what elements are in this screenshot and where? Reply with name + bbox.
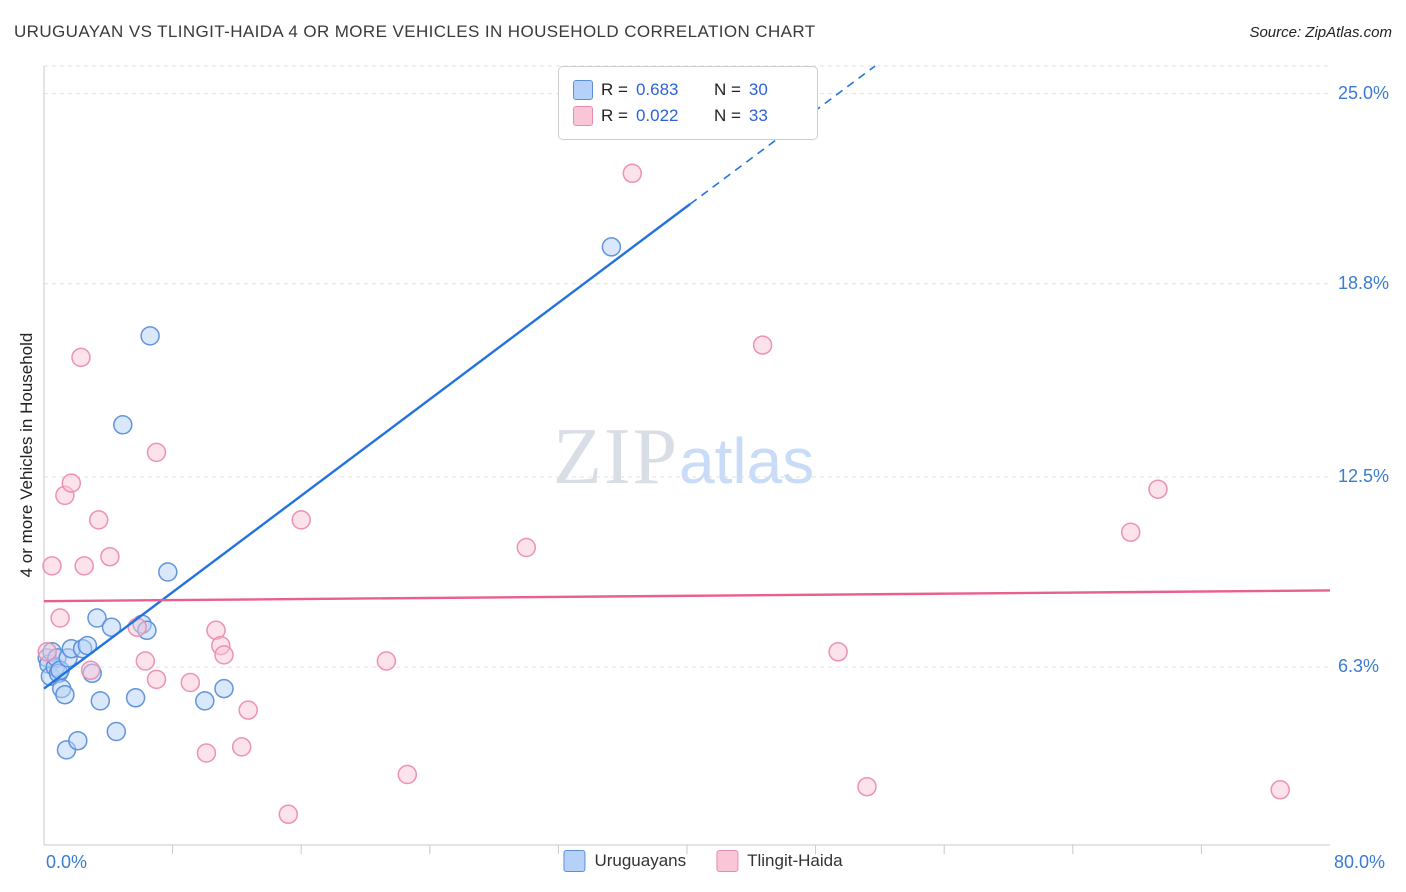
scatter-point-tlingit-haida bbox=[50, 608, 70, 628]
scatter-point-tlingit-haida bbox=[622, 163, 643, 184]
scatter-point-uruguayans bbox=[68, 730, 88, 751]
scatter-point-tlingit-haida bbox=[180, 672, 201, 693]
scatter-point-tlingit-haida bbox=[214, 645, 234, 665]
trend-line-uruguayans bbox=[43, 203, 691, 690]
scatter-point-uruguayans bbox=[113, 415, 133, 435]
legend-row-uruguayans: R = 0.683 N = 30 bbox=[573, 77, 803, 103]
scatter-point-tlingit-haida bbox=[135, 651, 156, 671]
y-tick-label: 25.0% bbox=[1338, 82, 1390, 103]
r-value: 0.022 bbox=[635, 106, 679, 125]
scatter-point-uruguayans bbox=[195, 691, 215, 711]
scatter-point-tlingit-haida bbox=[100, 546, 120, 567]
legend-item-label: Tlingit-Haida bbox=[747, 851, 843, 870]
scatter-point-tlingit-haida bbox=[231, 737, 252, 757]
scatter-point-tlingit-haida bbox=[238, 700, 258, 720]
n-label: N = bbox=[713, 80, 741, 99]
scatter-point-tlingit-haida bbox=[146, 442, 167, 463]
scatter-point-tlingit-haida bbox=[1270, 780, 1290, 800]
correlation-legend-box: R = 0.683 N = 30 R = 0.022 N = 33 bbox=[558, 66, 818, 140]
series-legend: Uruguayans Tlingit-Haida bbox=[563, 850, 843, 872]
scatter-point-uruguayans bbox=[106, 721, 127, 742]
scatter-point-tlingit-haida bbox=[146, 669, 167, 690]
scatter-point-tlingit-haida bbox=[71, 347, 91, 368]
n-label: N = bbox=[713, 106, 741, 125]
x-axis-min-label: 0.0% bbox=[46, 852, 88, 872]
scatter-point-uruguayans bbox=[601, 237, 622, 257]
page-title: URUGUAYAN VS TLINGIT-HAIDA 4 OR MORE VEH… bbox=[14, 22, 816, 41]
y-tick-label: 6.3% bbox=[1338, 656, 1380, 677]
source-attribution: Source: ZipAtlas.com bbox=[1249, 24, 1392, 41]
scatter-point-tlingit-haida bbox=[42, 556, 62, 576]
scatter-point-tlingit-haida bbox=[278, 804, 299, 825]
scatter-point-tlingit-haida bbox=[1148, 479, 1168, 499]
y-tick-label: 12.5% bbox=[1338, 465, 1390, 486]
scatter-point-tlingit-haida bbox=[397, 764, 418, 785]
scatter-point-tlingit-haida bbox=[61, 473, 82, 493]
uruguayans-swatch-icon bbox=[573, 80, 593, 100]
scatter-point-tlingit-haida bbox=[196, 743, 217, 763]
scatter-point-tlingit-haida bbox=[88, 510, 109, 530]
scatter-point-tlingit-haida bbox=[37, 642, 57, 662]
scatter-point-tlingit-haida bbox=[516, 537, 537, 558]
n-value: 33 bbox=[748, 106, 768, 125]
scatter-point-tlingit-haida bbox=[752, 335, 773, 355]
scatter-point-uruguayans bbox=[101, 617, 122, 637]
scatter-point-tlingit-haida bbox=[127, 617, 147, 637]
scatter-point-uruguayans bbox=[140, 326, 160, 346]
trend-line-tlingit-haida bbox=[43, 589, 1331, 603]
scatter-point-tlingit-haida bbox=[74, 556, 94, 576]
legend-row-tlingit-haida: R = 0.022 N = 33 bbox=[573, 103, 803, 129]
scatter-point-tlingit-haida bbox=[1120, 522, 1141, 542]
scatter-point-tlingit-haida bbox=[857, 776, 877, 797]
y-tick-label: 18.8% bbox=[1338, 272, 1390, 293]
tlingit-haida-swatch-icon bbox=[573, 106, 593, 126]
tlingit-haida-swatch-icon bbox=[716, 850, 739, 872]
scatter-point-uruguayans bbox=[90, 691, 111, 711]
r-label: R = bbox=[601, 106, 628, 125]
r-label: R = bbox=[601, 80, 628, 99]
r-value: 0.683 bbox=[635, 80, 679, 99]
scatter-point-tlingit-haida bbox=[828, 642, 848, 662]
scatter-point-uruguayans bbox=[125, 688, 146, 708]
x-axis-max-label: 80.0% bbox=[1334, 852, 1386, 872]
n-value: 30 bbox=[748, 80, 768, 99]
scatter-point-tlingit-haida bbox=[291, 510, 311, 530]
legend-item-uruguayans: Uruguayans bbox=[563, 850, 686, 872]
scatter-point-tlingit-haida bbox=[376, 651, 397, 671]
legend-item-tlingit-haida: Tlingit-Haida bbox=[716, 850, 843, 872]
scatter-point-uruguayans bbox=[214, 678, 234, 699]
scatter-point-tlingit-haida bbox=[80, 660, 101, 680]
uruguayans-swatch-icon bbox=[563, 850, 586, 872]
scatter-point-uruguayans bbox=[158, 562, 178, 582]
scatter-point-uruguayans bbox=[87, 608, 107, 628]
legend-item-label: Uruguayans bbox=[594, 851, 687, 870]
scatter-point-uruguayans bbox=[55, 684, 75, 705]
